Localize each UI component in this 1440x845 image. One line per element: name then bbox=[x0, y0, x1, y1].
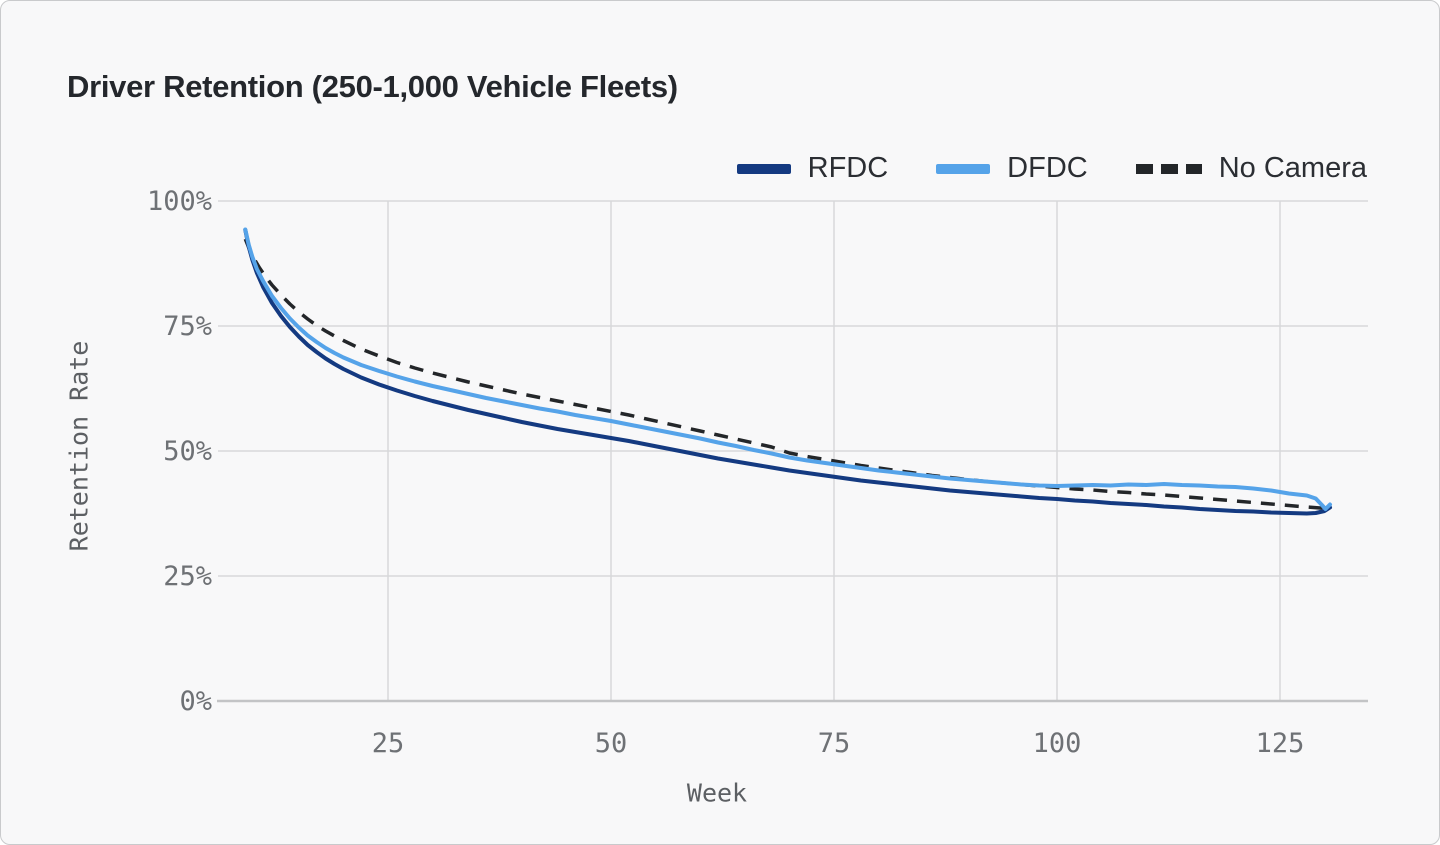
y-tick-label: 50% bbox=[163, 436, 212, 467]
y-axis-title: Retention Rate bbox=[64, 340, 94, 552]
legend: RFDC DFDC No Camera bbox=[736, 152, 1367, 185]
legend-item-rfdc: RFDC bbox=[736, 152, 889, 185]
series-line-dfdc bbox=[243, 227, 1332, 511]
y-tick-label: 100% bbox=[147, 186, 212, 217]
legend-item-dfdc: DFDC bbox=[936, 152, 1088, 185]
y-tick-label: 25% bbox=[163, 561, 212, 592]
dfdc-line-swatch-icon bbox=[936, 163, 991, 174]
chart-title: Driver Retention (250-1,000 Vehicle Flee… bbox=[67, 69, 678, 104]
rfdc-line-swatch-icon bbox=[736, 163, 791, 174]
x-tick-label: 75 bbox=[818, 728, 851, 759]
x-tick-label: 50 bbox=[595, 728, 628, 759]
series-line-rfdc bbox=[243, 228, 1332, 516]
x-tick-label: 125 bbox=[1256, 728, 1305, 759]
y-tick-label: 75% bbox=[163, 311, 212, 342]
legend-label-no-camera: No Camera bbox=[1218, 152, 1367, 184]
legend-label-rfdc: RFDC bbox=[807, 152, 889, 184]
y-tick-label: 0% bbox=[179, 686, 212, 717]
x-tick-label: 100 bbox=[1033, 728, 1082, 759]
no-camera-dashed-swatch-icon bbox=[1135, 163, 1202, 174]
legend-item-no-camera: No Camera bbox=[1135, 152, 1367, 185]
legend-label-dfdc: DFDC bbox=[1007, 152, 1088, 184]
x-axis-title: Week bbox=[686, 778, 748, 808]
x-tick-label: 25 bbox=[372, 728, 405, 759]
series-line-no-camera bbox=[243, 238, 1329, 511]
